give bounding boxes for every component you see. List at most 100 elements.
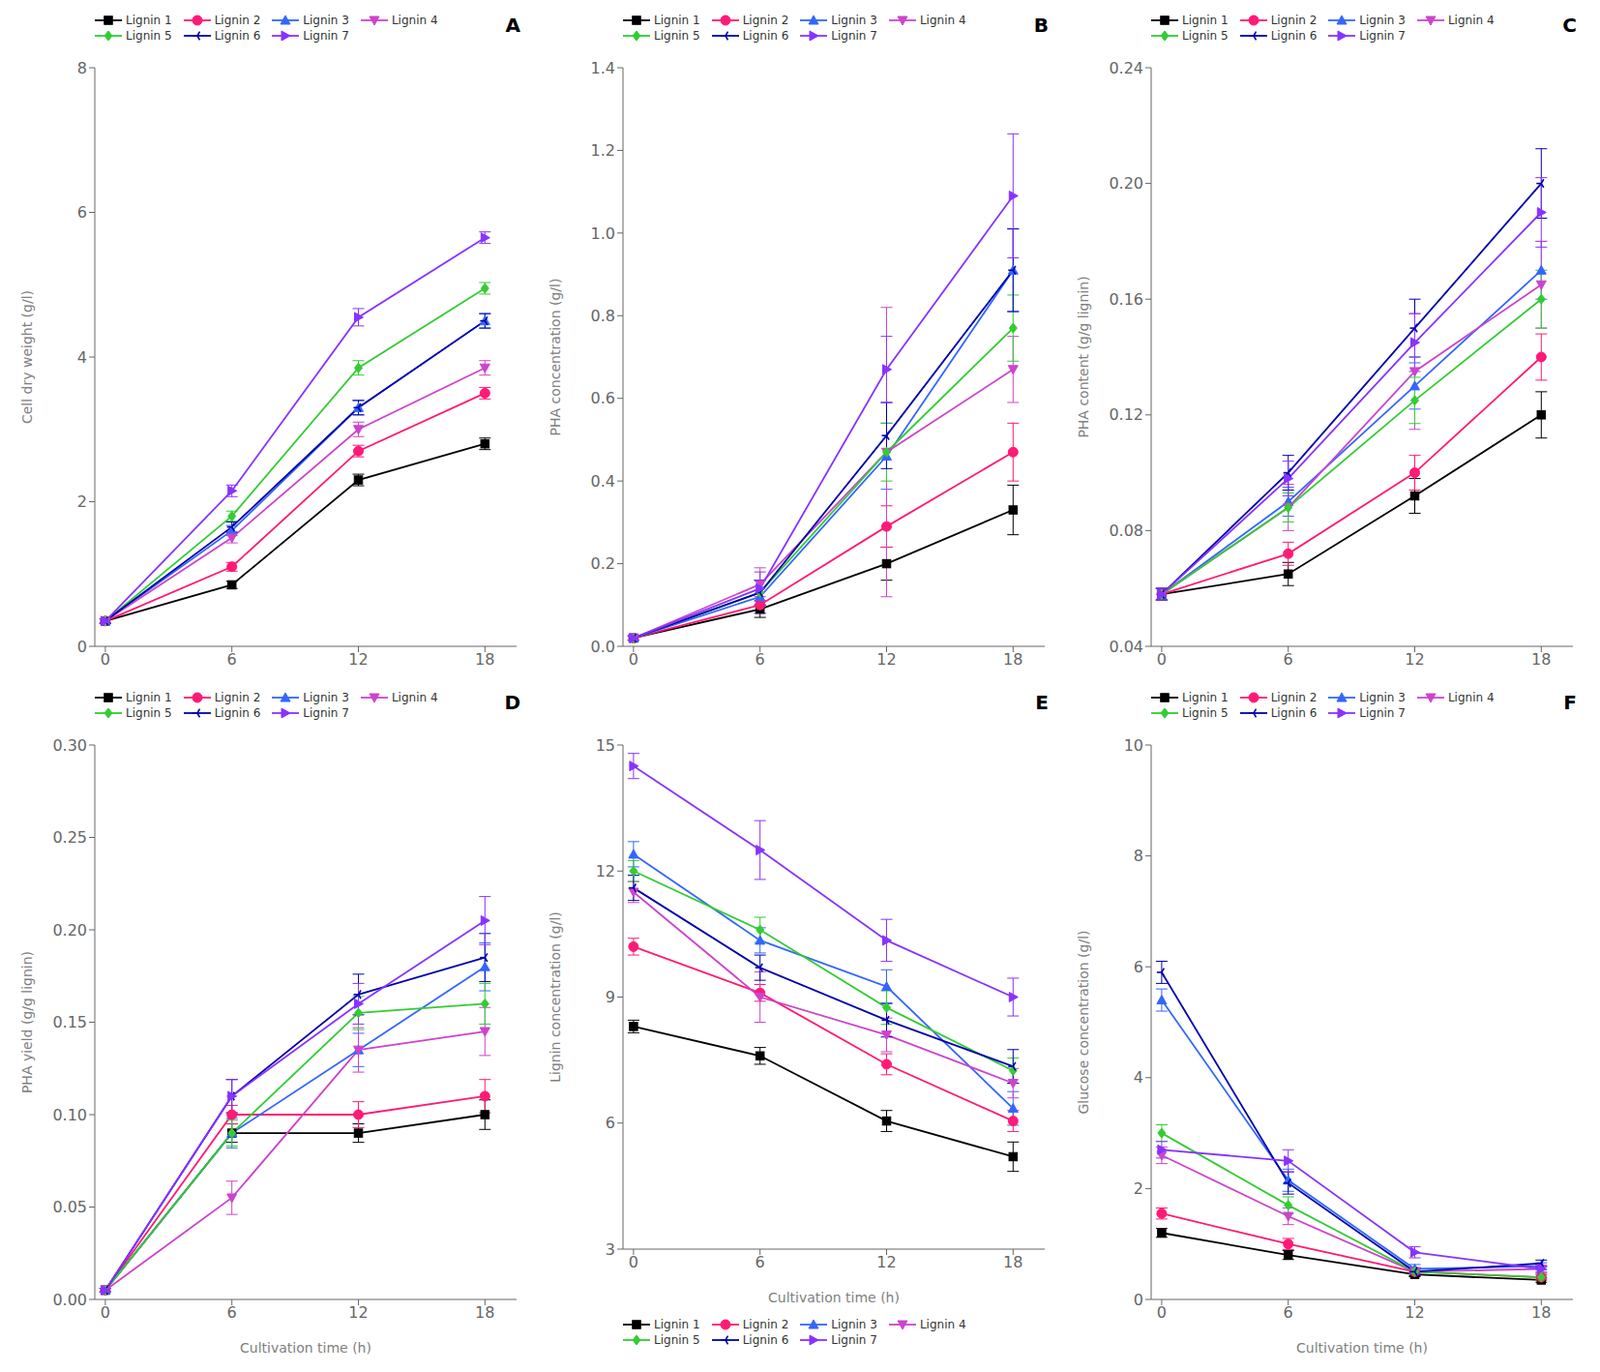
svg-text:6: 6 [227,1303,238,1322]
svg-text:12: 12 [876,1252,896,1272]
svg-text:1.4: 1.4 [591,59,616,78]
svg-text:18: 18 [474,650,495,669]
svg-text:0.00: 0.00 [52,1290,88,1309]
svg-text:Cultivation time (h): Cultivation time (h) [1296,1339,1428,1356]
svg-text:0.8: 0.8 [591,306,616,326]
html-text:Lignin 1: Lignin 1 [653,1317,700,1332]
html-text:Lignin 4: Lignin 4 [919,1317,966,1332]
svg-text:1.0: 1.0 [591,224,616,243]
svg-text:0: 0 [1156,650,1167,669]
svg-text:Cultivation time (h): Cultivation time (h) [768,1289,900,1305]
svg-text:12: 12 [876,650,896,669]
html-text:Lignin 5: Lignin 5 [125,29,172,43]
svg-text:6: 6 [755,650,766,669]
svg-text:3: 3 [605,1240,616,1259]
svg-text:0: 0 [77,637,88,656]
svg-text:6: 6 [1283,650,1294,669]
html-text:Lignin 2: Lignin 2 [214,13,261,28]
svg-text:12: 12 [348,1303,368,1322]
svg-text:0.20: 0.20 [52,920,88,940]
svg-text:18: 18 [1531,650,1551,669]
svg-text:12: 12 [1404,650,1424,669]
html-text:Lignin 4: Lignin 4 [1448,690,1495,705]
svg-text:0.24: 0.24 [1108,59,1144,78]
svg-text:6: 6 [755,1252,766,1272]
svg-text:Lignin concentration (g/l): Lignin concentration (g/l) [547,911,563,1083]
svg-text:PHA content (g/g lignin): PHA content (g/g lignin) [1075,275,1092,438]
svg-text:6: 6 [227,650,238,669]
html-text:Lignin 6: Lignin 6 [214,29,261,43]
svg-text:8: 8 [77,59,88,78]
html-text:Lignin 2: Lignin 2 [1270,13,1317,28]
svg-text:PHA yield (g/g lignin): PHA yield (g/g lignin) [19,950,35,1094]
svg-text:Cultivation time (h): Cultivation time (h) [239,1339,372,1356]
svg-text:18: 18 [1003,1252,1023,1272]
svg-text:9: 9 [605,987,616,1007]
svg-text:12: 12 [348,650,368,669]
svg-text:Glucose concentration (g/l): Glucose concentration (g/l) [1075,929,1092,1114]
html-text:C: C [1562,13,1577,37]
svg-text:6: 6 [1283,1303,1294,1322]
svg-text:0.16: 0.16 [1108,290,1144,309]
svg-text:0.2: 0.2 [591,554,616,573]
svg-text:0.10: 0.10 [52,1105,88,1125]
svg-text:6: 6 [77,203,88,222]
html-text:Lignin 2: Lignin 2 [214,690,261,705]
svg-text:1.2: 1.2 [591,141,616,160]
svg-text:PHA concentration (g/l): PHA concentration (g/l) [547,278,563,437]
svg-text:6: 6 [1133,957,1144,977]
svg-text:0: 0 [100,1303,111,1322]
html-text:Lignin 2: Lignin 2 [742,13,789,28]
svg-text:15: 15 [595,736,616,755]
svg-text:8: 8 [1133,846,1144,865]
html-text:Lignin 3: Lignin 3 [1359,690,1406,705]
html-text:Lignin 4: Lignin 4 [391,690,438,705]
svg-text:12: 12 [1404,1303,1424,1322]
html-text:Lignin 4: Lignin 4 [1448,13,1495,28]
svg-text:0.30: 0.30 [52,736,88,755]
svg-text:0.20: 0.20 [1108,174,1144,193]
html-text:D: D [504,690,521,714]
svg-text:0: 0 [628,650,639,669]
html-text:Lignin 3: Lignin 3 [1359,13,1406,28]
svg-text:0.0: 0.0 [591,637,616,656]
html-text:Lignin 1: Lignin 1 [1182,13,1229,28]
svg-text:0: 0 [1133,1290,1144,1309]
html-text:Lignin 1: Lignin 1 [653,13,700,28]
html-text:Lignin 1: Lignin 1 [1182,690,1229,705]
svg-text:0.4: 0.4 [591,472,616,491]
svg-text:0.12: 0.12 [1108,405,1144,424]
svg-text:0.04: 0.04 [1108,637,1144,656]
svg-text:2: 2 [77,492,88,511]
svg-text:4: 4 [1133,1067,1144,1087]
svg-text:0.05: 0.05 [52,1197,88,1216]
html-text:B: B [1033,13,1049,37]
svg-text:18: 18 [1531,1303,1551,1322]
html-text:Lignin 3: Lignin 3 [831,13,878,28]
html-text:Lignin 3: Lignin 3 [303,13,350,28]
html-text:Lignin 3: Lignin 3 [831,1317,878,1332]
svg-text:0: 0 [1156,1303,1167,1322]
svg-text:0: 0 [628,1252,639,1272]
svg-text:0.6: 0.6 [591,388,616,408]
svg-text:10: 10 [1124,736,1144,755]
svg-text:2: 2 [1133,1179,1144,1198]
svg-text:4: 4 [77,348,88,367]
html-text:Lignin 1: Lignin 1 [125,690,172,705]
svg-text:18: 18 [474,1303,495,1322]
html-text:Lignin 1: Lignin 1 [125,13,172,28]
svg-text:18: 18 [1003,650,1023,669]
svg-text:Cell dry weight (g/l): Cell dry weight (g/l) [19,290,35,424]
svg-text:12: 12 [595,861,616,881]
html-text:Lignin 4: Lignin 4 [919,13,966,28]
svg-text:0: 0 [100,650,111,669]
html-text:Lignin 2: Lignin 2 [1270,690,1317,705]
html-text:Lignin 4: Lignin 4 [391,13,438,28]
svg-text:0.08: 0.08 [1108,521,1144,540]
html-text:Lignin 3: Lignin 3 [303,690,350,705]
svg-text:0.15: 0.15 [52,1012,88,1032]
html-text:Lignin 2: Lignin 2 [742,1317,789,1332]
html-text:A: A [505,13,521,37]
svg-text:0.25: 0.25 [52,828,88,847]
svg-text:6: 6 [605,1113,616,1132]
